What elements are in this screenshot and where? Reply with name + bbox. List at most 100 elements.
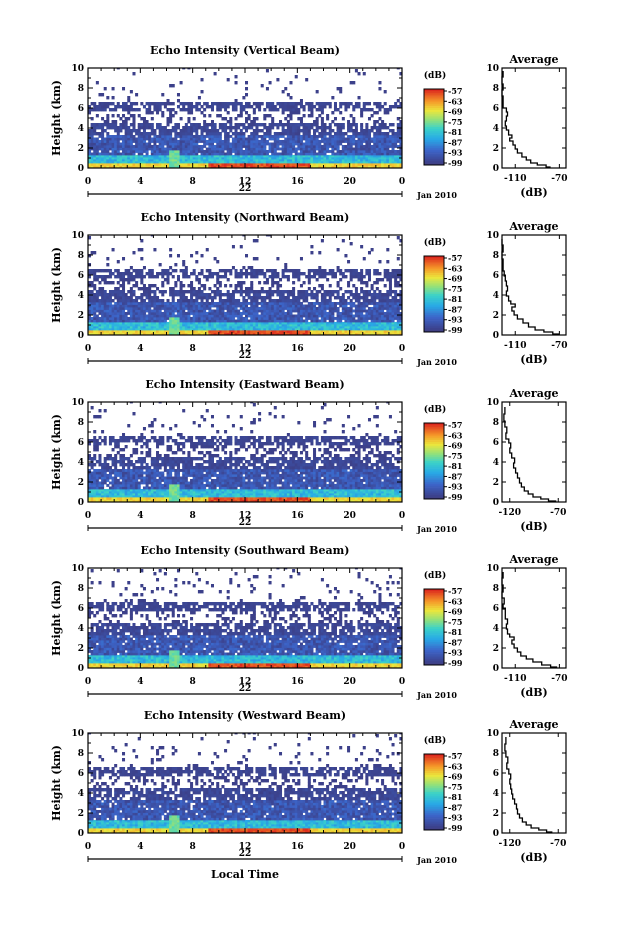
heatmap-cell xyxy=(195,296,199,300)
heatmap-cell xyxy=(354,145,358,148)
heatmap-cell xyxy=(218,330,222,333)
heatmap-cell xyxy=(360,281,364,285)
heatmap-cell xyxy=(166,269,170,273)
heatmap-cell xyxy=(365,281,369,285)
heatmap-cell xyxy=(286,307,290,310)
heatmap-cell xyxy=(323,129,327,133)
heatmap-cell xyxy=(187,161,191,164)
heatmap-cell xyxy=(148,296,152,300)
heatmap-cell xyxy=(184,299,188,303)
heatmap-cell xyxy=(190,281,194,285)
heatmap-cell xyxy=(381,155,385,158)
heatmap-cell xyxy=(158,150,162,153)
heatmap-cell xyxy=(114,302,118,305)
heatmap-cell xyxy=(116,293,120,297)
heatmap-cell xyxy=(197,272,201,276)
heatmap-cell xyxy=(302,132,306,136)
heatmap-cell xyxy=(315,278,319,282)
heatmap-cell xyxy=(279,326,283,329)
heatmap-cell xyxy=(328,135,332,138)
heatmap-cell xyxy=(352,150,356,153)
heatmap-cell xyxy=(352,142,356,146)
heatmap-cell xyxy=(323,137,327,141)
heatmap-cell xyxy=(299,165,303,169)
heatmap-cell xyxy=(354,163,358,166)
heatmap-cell xyxy=(347,330,351,333)
heatmap-cell xyxy=(122,319,126,323)
heatmap-cell xyxy=(171,319,175,323)
heatmap-cell xyxy=(231,312,235,315)
heatmap-cell xyxy=(250,290,254,294)
heatmap-cell xyxy=(255,140,259,143)
heatmap-cell xyxy=(174,326,178,329)
heatmap-cell xyxy=(203,165,207,169)
heatmap-cell xyxy=(373,145,377,148)
heatmap-cell xyxy=(205,314,209,318)
heatmap-cell xyxy=(200,332,204,336)
heatmap-cell xyxy=(88,307,92,310)
heatmap-cell xyxy=(127,328,131,331)
heatmap-cell xyxy=(166,135,170,138)
heatmap-cell xyxy=(375,330,379,333)
heatmap-cell xyxy=(375,140,379,143)
heatmap-cell xyxy=(122,293,126,297)
heatmap-cell xyxy=(127,322,131,325)
heatmap-cell xyxy=(370,299,374,303)
heatmap-cell xyxy=(179,284,183,288)
heatmap-cell xyxy=(320,304,324,308)
heatmap-cell xyxy=(339,326,343,329)
heatmap-cell xyxy=(299,302,303,305)
heatmap-cell xyxy=(190,317,194,320)
heatmap-cell xyxy=(279,304,283,308)
heatmap-cell xyxy=(378,132,382,136)
heatmap-cell xyxy=(127,111,131,115)
heatmap-cell xyxy=(333,108,337,112)
heatmap-cell xyxy=(310,147,314,151)
heatmap-cell xyxy=(383,275,387,279)
heatmap-cell xyxy=(302,328,306,331)
heatmap-cell xyxy=(169,129,173,133)
heatmap-cell xyxy=(208,165,212,169)
heatmap-cell xyxy=(213,159,217,162)
heatmap-cell xyxy=(386,248,390,252)
heatmap-cell xyxy=(310,105,314,109)
heatmap-cell xyxy=(122,120,126,124)
heatmap-cell xyxy=(242,163,246,166)
heatmap-cell xyxy=(331,145,335,148)
heatmap-cell xyxy=(263,117,267,121)
heatmap-cell xyxy=(176,93,180,97)
heatmap-cell xyxy=(255,155,259,158)
heatmap-cell xyxy=(114,324,118,327)
heatmap-cell xyxy=(370,309,374,313)
heatmap-cell xyxy=(203,309,207,313)
heatmap-cell xyxy=(299,317,303,320)
heatmap-cell xyxy=(192,140,196,143)
heatmap-cell xyxy=(347,145,351,148)
heatmap-cell xyxy=(276,135,280,138)
heatmap-cell xyxy=(208,132,212,136)
heatmap-cell xyxy=(122,114,126,118)
heatmap-cell xyxy=(226,137,230,141)
heatmap-cell xyxy=(331,328,335,331)
heatmap-cell xyxy=(310,126,314,130)
heatmap-cell xyxy=(386,159,390,162)
heatmap-cell xyxy=(182,140,186,143)
heatmap-cell xyxy=(216,142,220,146)
heatmap-cell xyxy=(106,102,110,106)
heatmap-cell xyxy=(399,129,403,133)
heatmap-cell xyxy=(242,309,246,313)
heatmap-cell xyxy=(318,163,322,166)
heatmap-cell xyxy=(305,135,309,138)
heatmap-cell xyxy=(140,309,144,313)
heatmap-cell xyxy=(205,302,209,305)
heatmap-cell xyxy=(352,272,356,276)
heatmap-cell xyxy=(116,312,120,315)
heatmap-cell xyxy=(192,142,196,146)
heatmap-cell xyxy=(302,161,306,164)
heatmap-cell xyxy=(119,159,123,162)
heatmap-cell xyxy=(360,147,364,151)
heatmap-cell xyxy=(286,326,290,329)
heatmap-cell xyxy=(124,140,128,143)
heatmap-cell xyxy=(344,312,348,315)
heatmap-cell xyxy=(229,302,233,305)
